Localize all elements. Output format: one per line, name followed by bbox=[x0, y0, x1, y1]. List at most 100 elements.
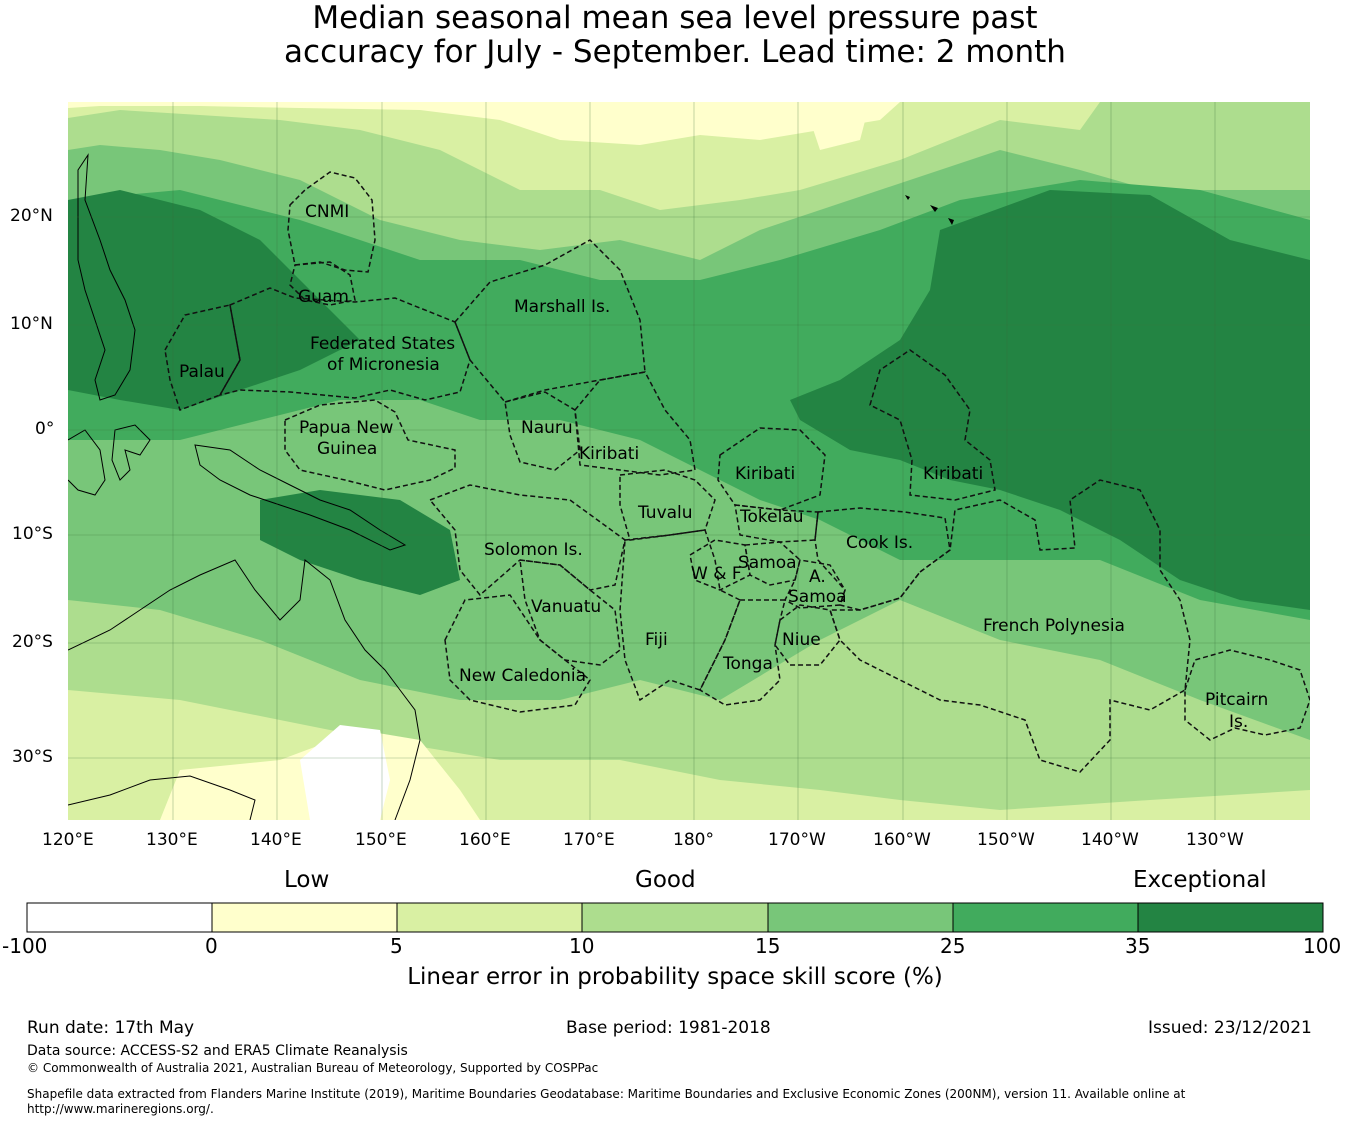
title-line-1: Median seasonal mean sea level pressure … bbox=[312, 0, 1038, 36]
region-label: Fiji bbox=[645, 630, 668, 650]
region-label: Federated States bbox=[310, 334, 456, 354]
region-label: CNMI bbox=[305, 202, 350, 222]
region-label: Samoa bbox=[738, 553, 797, 573]
eez-kiribati-phoenix bbox=[717, 427, 826, 511]
legend-swatch-4 bbox=[768, 903, 953, 932]
legend-swatch-6 bbox=[1138, 903, 1323, 932]
lat-label: 10°S bbox=[12, 524, 53, 544]
legend-colorbar bbox=[26, 902, 1324, 933]
lon-label: 120°E bbox=[42, 830, 94, 850]
title-line-2: accuracy for July - September. Lead time… bbox=[284, 34, 1066, 70]
region-label: French Polynesia bbox=[983, 616, 1125, 636]
eez-boundaries bbox=[164, 171, 1310, 773]
lon-label: 150°E bbox=[355, 830, 407, 850]
skill-zone-east-exceptional bbox=[790, 190, 1310, 610]
lat-label: 20°S bbox=[12, 632, 53, 652]
legend-swatch-5 bbox=[953, 903, 1138, 932]
philippines-coastline bbox=[77, 153, 136, 401]
eez-guam bbox=[289, 261, 356, 306]
legend-swatch-1 bbox=[212, 903, 397, 932]
legend-swatch-2 bbox=[397, 903, 582, 932]
region-label: Papua New bbox=[299, 418, 394, 438]
skill-zone-west-exceptional bbox=[68, 190, 360, 410]
eez-fiji bbox=[619, 529, 741, 702]
eez-kiribati-line bbox=[869, 349, 996, 501]
data-source: Data source: ACCESS-S2 and ERA5 Climate … bbox=[27, 1043, 408, 1059]
lat-label: 0° bbox=[35, 419, 55, 439]
legend-tick: 0 bbox=[205, 934, 218, 958]
eez-niue bbox=[774, 604, 841, 666]
lon-label: 180° bbox=[673, 830, 714, 850]
lon-label: 140°W bbox=[1081, 830, 1139, 850]
eez-marshall bbox=[454, 239, 646, 403]
lat-label: 30°S bbox=[12, 747, 53, 767]
eez-solomon bbox=[428, 484, 626, 597]
legend-category-exceptional: Exceptional bbox=[1133, 867, 1267, 893]
eez-pitcairn bbox=[1184, 649, 1310, 741]
legend-category-low: Low bbox=[284, 867, 330, 893]
eez-french-polynesia bbox=[828, 479, 1191, 773]
eez-tonga bbox=[699, 599, 786, 706]
graticule bbox=[68, 102, 1310, 820]
legend-swatch-0 bbox=[27, 903, 212, 932]
shapefile-credit-line-2: http://www.marineregions.org/. bbox=[27, 1102, 214, 1116]
new-guinea-coastline bbox=[194, 444, 407, 551]
region-label: Samoa bbox=[788, 587, 847, 607]
legend-tick: 15 bbox=[755, 934, 781, 958]
region-label: Marshall Is. bbox=[514, 297, 611, 317]
region-label: New Caledonia bbox=[459, 666, 587, 686]
copyright: © Commonwealth of Australia 2021, Austra… bbox=[27, 1061, 599, 1075]
eez-fsm bbox=[218, 287, 471, 401]
legend-tick: 35 bbox=[1125, 934, 1151, 958]
legend-axis-label: Linear error in probability space skill … bbox=[407, 964, 943, 990]
region-label: Kiribati bbox=[735, 464, 796, 484]
legend-tick: 5 bbox=[390, 934, 403, 958]
eez-palau bbox=[164, 304, 241, 411]
region-label: Tuvalu bbox=[638, 503, 693, 523]
lon-label: 160°E bbox=[459, 830, 511, 850]
skill-zone-coral-exceptional bbox=[260, 490, 460, 595]
eez-new-caledonia bbox=[444, 594, 591, 713]
skill-zone-south-white bbox=[300, 725, 390, 820]
lon-label: 130°W bbox=[1186, 830, 1244, 850]
issued-date: Issued: 23/12/2021 bbox=[1148, 1018, 1312, 1038]
region-label: Niue bbox=[782, 630, 821, 650]
lat-label: 20°N bbox=[10, 206, 53, 226]
region-label: Vanuatu bbox=[531, 597, 602, 617]
australia-coastline bbox=[68, 559, 421, 820]
region-label: Kiribati bbox=[579, 444, 640, 464]
region-label: Is. bbox=[1229, 712, 1249, 732]
region-label: Palau bbox=[179, 362, 225, 382]
region-label: Pitcairn bbox=[1205, 690, 1269, 710]
lon-label: 160°W bbox=[873, 830, 931, 850]
eez-nauru bbox=[504, 391, 581, 471]
region-label: Nauru bbox=[521, 418, 573, 438]
region-label: Tokelau bbox=[740, 507, 804, 527]
lat-label: 10°N bbox=[10, 314, 53, 334]
australia-south-coast bbox=[68, 775, 256, 820]
region-label: Tonga bbox=[723, 654, 773, 674]
eez-tokelau bbox=[734, 504, 819, 543]
legend-tick: 25 bbox=[940, 934, 966, 958]
region-label: A. bbox=[809, 567, 826, 587]
eez-cnmi bbox=[287, 171, 376, 273]
region-label: Kiribati bbox=[923, 464, 984, 484]
lon-label: 150°W bbox=[977, 830, 1035, 850]
lon-label: 130°E bbox=[146, 830, 198, 850]
eez-cook bbox=[814, 507, 951, 611]
legend-tick: 100 bbox=[1303, 934, 1342, 958]
legend-tick: 10 bbox=[569, 934, 595, 958]
lon-label: 140°E bbox=[250, 830, 302, 850]
skill-zone-pale-patch bbox=[800, 102, 870, 150]
legend-swatch-3 bbox=[582, 903, 768, 932]
legend-category-good: Good bbox=[635, 867, 696, 893]
base-period: Base period: 1981-2018 bbox=[566, 1018, 771, 1038]
run-date: Run date: 17th May bbox=[27, 1018, 195, 1038]
shapefile-credit-line-1: Shapefile data extracted from Flanders M… bbox=[27, 1087, 1186, 1101]
region-label: Guinea bbox=[317, 439, 378, 459]
region-label: W & F bbox=[691, 564, 742, 584]
legend-tick: -100 bbox=[2, 934, 48, 958]
region-label: Solomon Is. bbox=[484, 540, 583, 560]
eez-vanuatu bbox=[519, 559, 621, 666]
